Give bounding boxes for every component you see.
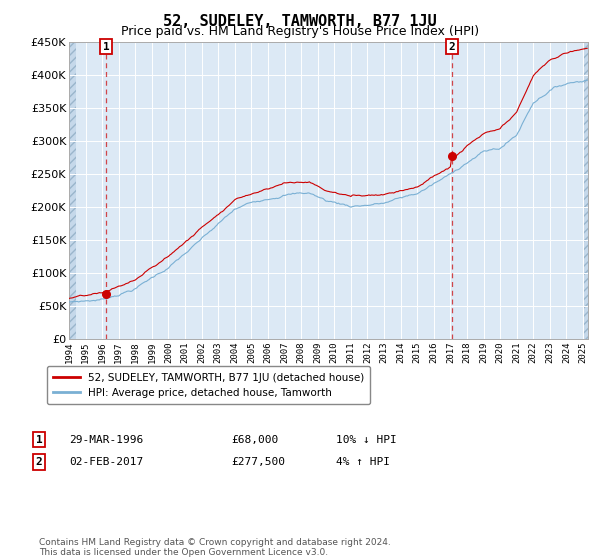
Text: Contains HM Land Registry data © Crown copyright and database right 2024.
This d: Contains HM Land Registry data © Crown c… (39, 538, 391, 557)
Text: 1: 1 (103, 41, 110, 52)
Text: 10% ↓ HPI: 10% ↓ HPI (336, 435, 397, 445)
Text: 1: 1 (35, 435, 43, 445)
Text: 02-FEB-2017: 02-FEB-2017 (69, 457, 143, 467)
Text: 52, SUDELEY, TAMWORTH, B77 1JU: 52, SUDELEY, TAMWORTH, B77 1JU (163, 14, 437, 29)
Text: £277,500: £277,500 (231, 457, 285, 467)
Text: 29-MAR-1996: 29-MAR-1996 (69, 435, 143, 445)
Text: 4% ↑ HPI: 4% ↑ HPI (336, 457, 390, 467)
Text: £68,000: £68,000 (231, 435, 278, 445)
Text: 2: 2 (35, 457, 43, 467)
Bar (69, 42, 76, 339)
Text: 2: 2 (448, 41, 455, 52)
Bar (583, 42, 589, 339)
Legend: 52, SUDELEY, TAMWORTH, B77 1JU (detached house), HPI: Average price, detached ho: 52, SUDELEY, TAMWORTH, B77 1JU (detached… (47, 366, 370, 404)
Text: Price paid vs. HM Land Registry's House Price Index (HPI): Price paid vs. HM Land Registry's House … (121, 25, 479, 38)
